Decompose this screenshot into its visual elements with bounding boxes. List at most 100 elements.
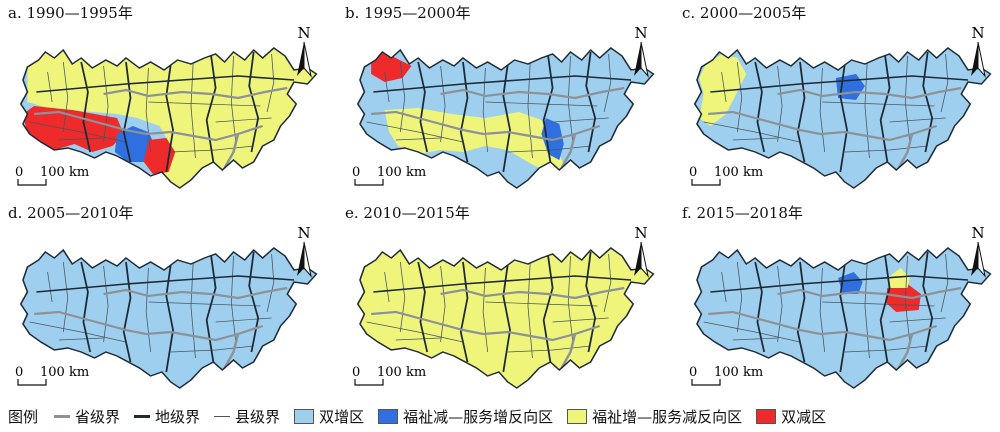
study-area-outline	[356, 247, 655, 389]
county-boundary	[230, 255, 237, 343]
prefecture-boundary	[585, 251, 597, 353]
province-boundary	[777, 286, 962, 300]
zone-patch-yellow	[699, 54, 747, 126]
province-boundary	[223, 333, 240, 369]
county-boundary	[384, 71, 390, 103]
prefecture-boundary	[839, 63, 848, 173]
legend-label: 双增区	[319, 407, 365, 426]
prefecture-boundary	[248, 251, 260, 353]
legend-label: 省级界	[75, 407, 121, 426]
zone-patch-yellow	[27, 48, 317, 188]
north-arrow-icon: N	[971, 24, 986, 78]
prefecture-boundary	[80, 261, 92, 353]
prefecture-boundary	[205, 55, 217, 163]
legend-double-increase: 双增区	[294, 406, 364, 427]
panel-title: a. 1990—1995年	[8, 4, 133, 22]
north-arrow-icon: N	[634, 24, 649, 78]
county-boundary	[266, 253, 275, 313]
province-boundary	[371, 110, 601, 142]
province-boundary	[897, 133, 914, 169]
study-area-outline	[19, 247, 318, 389]
county-boundary	[399, 61, 406, 133]
county-boundary	[940, 253, 949, 313]
zone-patch-dark	[838, 272, 863, 294]
scale-bar: 0 100 km	[689, 365, 763, 386]
county-boundary	[736, 261, 743, 333]
map-panel-a: a. 1990—1995年 N 0 100 km	[8, 2, 328, 202]
zone-patch-red	[371, 52, 412, 82]
prefecture-boundary	[122, 261, 132, 363]
scale-zero-label: 0	[689, 365, 697, 380]
province-boundary	[34, 110, 264, 142]
north-label: N	[297, 24, 310, 42]
county-boundary	[889, 317, 946, 323]
panel-title: e. 2010—2015年	[345, 204, 470, 222]
county-boundary	[507, 345, 591, 353]
scale-distance-label: 100 km	[377, 365, 426, 380]
province-boundary	[560, 133, 577, 169]
county-boundary	[190, 261, 196, 359]
province-boundary	[223, 133, 240, 169]
prefecture-boundary	[839, 263, 848, 373]
zone-patch-yellow	[887, 268, 910, 288]
prefecture-line-swatch	[134, 414, 151, 418]
prefecture-boundary	[542, 255, 554, 363]
region-fill	[694, 248, 991, 388]
legend-label: 县级界	[235, 407, 281, 426]
county-boundary	[47, 71, 53, 103]
study-area-outline	[693, 47, 992, 189]
county-boundary	[366, 321, 464, 343]
county-boundary	[904, 255, 911, 343]
map-region: N 0 100 km	[689, 24, 992, 189]
province-boundary	[708, 310, 938, 342]
map-panel-d: d. 2005—2010年 N 0 100 km	[8, 202, 328, 402]
double-decrease-swatch	[756, 408, 777, 424]
county-boundary	[215, 117, 272, 123]
panel-title: b. 1995—2000年	[345, 4, 471, 22]
prefecture-boundary	[459, 61, 469, 163]
legend-prefecture-boundary: 地级界	[134, 406, 200, 427]
county-boundary	[844, 145, 928, 153]
county-boundary	[366, 121, 464, 143]
panel-title: d. 2005—2010年	[8, 204, 134, 222]
county-boundary	[552, 117, 609, 123]
scale-zero-label: 0	[15, 165, 23, 180]
zone-patch-yellow	[384, 108, 567, 174]
prefecture-boundary	[248, 51, 260, 153]
prefecture-boundary	[879, 255, 891, 363]
region-fill	[357, 248, 654, 388]
prefecture-boundary	[459, 261, 469, 363]
county-boundary	[58, 337, 104, 341]
north-label: N	[971, 24, 984, 42]
county-boundary	[603, 253, 612, 313]
province-boundary	[371, 310, 601, 342]
map-region: N 0 100 km	[15, 224, 318, 389]
county-boundary	[732, 337, 778, 341]
county-boundary	[440, 265, 446, 343]
region-fill	[20, 248, 317, 388]
prefecture-boundary	[36, 75, 295, 93]
county-boundary	[567, 255, 574, 343]
province-line-swatch	[54, 414, 71, 418]
prefecture-boundary	[122, 61, 132, 163]
province-boundary	[103, 286, 288, 300]
county-boundary	[170, 345, 254, 353]
county-boundary	[58, 137, 104, 141]
welfare-up-service-down-swatch	[567, 408, 588, 424]
prefecture-boundary	[754, 61, 766, 153]
scale-distance-label: 100 km	[40, 165, 89, 180]
study-area-outline	[19, 47, 318, 189]
county-boundary	[190, 61, 196, 159]
legend-label: 福祉增—服务减反向区	[592, 407, 743, 426]
north-label: N	[297, 224, 310, 242]
panel-title: f. 2015—2018年	[682, 204, 803, 222]
double-increase-swatch	[294, 408, 315, 424]
prefecture-boundary	[542, 55, 554, 163]
county-boundary	[567, 55, 574, 143]
scale-bar: 0 100 km	[15, 365, 89, 386]
county-boundary	[103, 265, 109, 343]
province-boundary	[34, 310, 264, 342]
county-boundary	[603, 53, 612, 113]
county-boundary	[103, 65, 109, 143]
scale-distance-label: 100 km	[714, 365, 763, 380]
